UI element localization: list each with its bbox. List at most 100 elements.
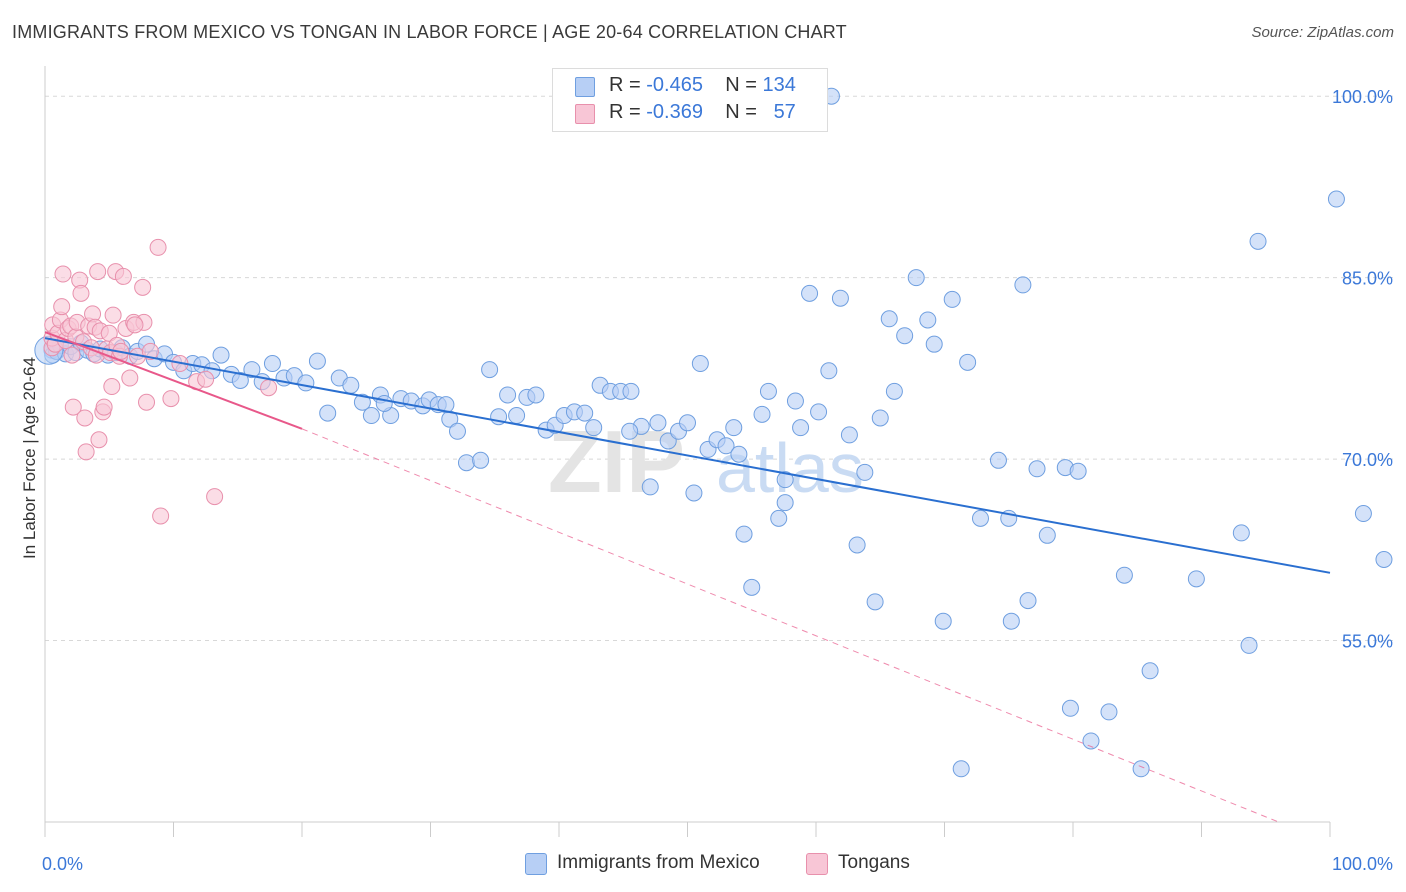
data-point-mexico [925, 335, 943, 353]
data-point-tongans [89, 263, 107, 281]
data-point-mexico [810, 403, 828, 421]
legend-r-value: -0.465 [646, 74, 703, 96]
data-point-mexico [896, 327, 914, 345]
data-point-mexico [1375, 551, 1393, 568]
legend-n-value: 134 [762, 74, 796, 96]
data-point-mexico [743, 578, 761, 596]
data-point-mexico [866, 593, 884, 611]
y-tick-label: 55.0% [1342, 632, 1393, 652]
data-point-mexico [971, 509, 989, 527]
data-point-mexico [792, 419, 810, 437]
data-point-mexico [952, 760, 970, 778]
y-tick-label: 70.0% [1342, 450, 1393, 470]
data-point-tongans [54, 265, 72, 283]
data-point-mexico [481, 361, 499, 379]
legend-swatch-pink [575, 104, 595, 124]
data-point-mexico [735, 525, 753, 543]
data-point-mexico [1354, 505, 1372, 523]
data-point-mexico [786, 392, 804, 410]
data-point-mexico [576, 404, 594, 422]
watermark-atlas: atlas [716, 429, 864, 507]
legend-r-value: -0.369 [646, 101, 703, 123]
data-point-mexico [770, 509, 788, 527]
data-point-mexico [1019, 592, 1037, 610]
data-point-tongans [126, 316, 144, 334]
data-point-mexico [840, 426, 858, 444]
data-point-mexico [679, 414, 696, 432]
data-point-mexico [820, 362, 838, 380]
data-point-tongans [121, 369, 139, 387]
data-point-mexico [1187, 570, 1205, 588]
data-point-mexico [801, 284, 819, 302]
data-point-mexico [1141, 662, 1159, 680]
correlation-legend: R = -0.465 N = 134 R = -0.369 N = 57 [552, 68, 828, 132]
data-point-tongans [90, 431, 108, 449]
data-point-mexico [457, 454, 475, 472]
series-mexico-points [34, 87, 1393, 778]
data-point-mexico [725, 419, 743, 437]
data-point-mexico [472, 451, 490, 469]
source-credit: Source: ZipAtlas.com [1251, 24, 1394, 41]
data-point-mexico [1014, 276, 1032, 294]
data-point-mexico [353, 393, 371, 411]
data-point-mexico [1038, 526, 1056, 544]
data-point-tongans [162, 390, 180, 408]
legend-n-label: N = [725, 74, 757, 96]
tick-labels: 100.0% 85.0% 70.0% 55.0% 0.0% 100.0% [42, 87, 1393, 874]
data-point-mexico [319, 404, 337, 422]
data-point-mexico [934, 612, 952, 630]
legend-swatch-blue [525, 853, 547, 875]
trend-lines [44, 331, 1331, 823]
data-point-mexico [622, 382, 640, 400]
data-point-mexico [641, 478, 659, 496]
data-point-tongans [260, 379, 278, 397]
data-point-mexico [1061, 699, 1079, 717]
data-point-mexico [1249, 232, 1267, 250]
data-point-mexico [691, 355, 709, 373]
data-point-tongans [134, 278, 152, 296]
chart-title: IMMIGRANTS FROM MEXICO VS TONGAN IN LABO… [12, 22, 847, 42]
data-point-tongans [76, 409, 94, 427]
data-point-mexico [375, 394, 393, 412]
data-point-mexico [1232, 524, 1250, 542]
data-point-mexico [919, 311, 937, 329]
data-point-mexico [585, 419, 603, 437]
data-point-mexico [1240, 636, 1258, 654]
data-point-mexico [263, 355, 281, 373]
legend-swatch-pink [806, 853, 828, 875]
data-point-mexico [1082, 732, 1100, 750]
zipatlas-watermark: ZIP atlas [548, 412, 864, 511]
data-point-mexico [1132, 760, 1150, 778]
data-point-mexico [527, 386, 545, 404]
trend-line-mexico [44, 337, 1331, 574]
data-point-tongans [77, 443, 95, 461]
data-point-mexico [848, 536, 866, 554]
y-tick-label: 100.0% [1332, 87, 1393, 107]
data-point-mexico [243, 361, 261, 379]
data-point-mexico [776, 471, 794, 489]
y-tick-label: 85.0% [1342, 269, 1393, 289]
x-tick-label: 0.0% [42, 854, 83, 874]
legend-label-mexico: Immigrants from Mexico [557, 852, 760, 873]
data-point-mexico [1327, 190, 1345, 208]
legend-r-label: R = [609, 101, 641, 123]
data-point-mexico [871, 409, 889, 427]
legend-label-tongans: Tongans [838, 852, 910, 873]
data-point-tongans [104, 306, 122, 324]
data-point-mexico [621, 422, 639, 440]
data-point-tongans [64, 398, 82, 416]
data-point-tongans [53, 298, 71, 316]
data-point-mexico [753, 405, 771, 423]
data-point-tongans [100, 324, 118, 342]
data-point-mexico [943, 290, 961, 308]
data-point-tongans [114, 267, 132, 285]
data-point-mexico [717, 437, 735, 455]
legend-n-label: N = [725, 101, 757, 123]
data-point-mexico [685, 484, 703, 502]
data-point-mexico [989, 451, 1007, 469]
legend-r-label: R = [609, 74, 641, 96]
data-point-mexico [362, 407, 380, 425]
data-point-tongans [63, 346, 81, 364]
data-point-mexico [1115, 566, 1133, 584]
